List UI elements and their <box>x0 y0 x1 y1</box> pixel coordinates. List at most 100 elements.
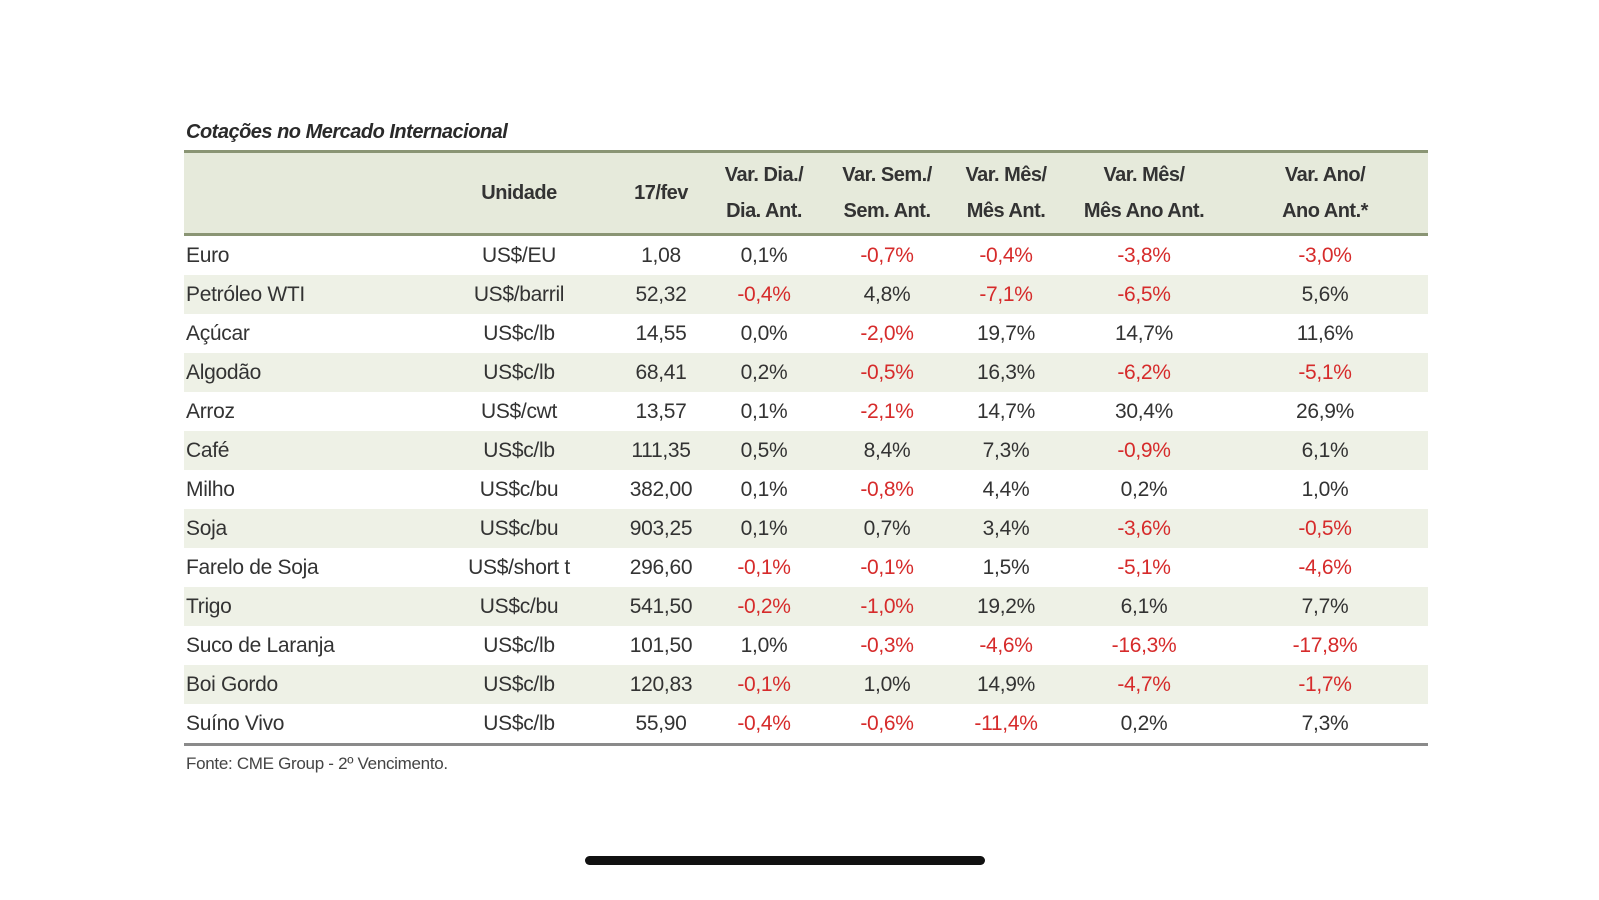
cell-var-day: 0,5% <box>740 438 788 462</box>
table-row: Petróleo WTI US$/barril 52,32 -0,4% 4,8% -7,1… <box>184 275 1428 314</box>
cell-var-month: -11,4% <box>974 711 1038 735</box>
cell-var-day: -0,2% <box>737 594 791 618</box>
cell-var-month-year: -6,2% <box>1117 360 1171 384</box>
table-row: Suco de Laranja US$c/lb 101,50 1,0% -0,3% -4,… <box>184 626 1428 665</box>
cell-unit: US$c/lb <box>483 672 555 696</box>
header-var-week-line2: Sem. Ant. <box>843 200 932 222</box>
table-row: Boi Gordo US$c/lb 120,83 -0,1% 1,0% 14,9% -4,7… <box>184 665 1428 704</box>
header-var-month-year: Var. Mês/ Mês Ano Ant. <box>1066 152 1222 235</box>
cell-price: 120,83 <box>629 672 693 696</box>
cell-var-month: -0,4% <box>979 243 1033 267</box>
cell-var-year: 6,1% <box>1301 438 1349 462</box>
cell-var-day: -0,1% <box>737 555 791 579</box>
cell-price: 52,32 <box>635 282 687 306</box>
cell-var-day: 0,2% <box>740 360 788 384</box>
cell-price: 903,25 <box>629 516 693 540</box>
cell-var-month: 3,4% <box>982 516 1030 540</box>
cell-var-day: 0,1% <box>740 477 788 501</box>
cell-price: 1,08 <box>641 243 681 267</box>
cell-name: Café <box>186 438 230 462</box>
cell-var-month-year: 0,2% <box>1120 477 1168 501</box>
header-var-month: Var. Mês/ Mês Ant. <box>946 152 1066 235</box>
quotes-table: Unidade 17/fev Var. Dia./ Dia. Ant. Var.… <box>184 150 1428 746</box>
header-var-month-line2: Mês Ant. <box>966 200 1046 222</box>
table-row: Farelo de Soja US$/short t 296,60 -0,1% -0,1… <box>184 548 1428 587</box>
cell-price: 14,55 <box>635 321 687 345</box>
home-indicator[interactable] <box>585 856 985 865</box>
header-var-day-line1: Var. Dia./ <box>724 164 804 186</box>
cell-unit: US$c/lb <box>483 633 555 657</box>
cell-unit: US$/cwt <box>480 399 558 423</box>
cell-var-week: -1,0% <box>860 594 914 618</box>
cell-var-year: -1,7% <box>1298 672 1352 696</box>
header-price: 17/fev <box>634 182 688 204</box>
header-var-day-line2: Dia. Ant. <box>726 200 802 222</box>
source-note: Fonte: CME Group - 2º Vencimento. <box>186 754 448 773</box>
cell-var-month: 16,3% <box>976 360 1036 384</box>
table-row: Trigo US$c/bu 541,50 -0,2% -1,0% 19,2% 6,1% 7,7… <box>184 587 1428 626</box>
cell-var-day: 1,0% <box>740 633 788 657</box>
cell-unit: US$/barril <box>473 282 565 306</box>
cell-var-year: 7,7% <box>1301 594 1349 618</box>
cell-var-week: -0,7% <box>860 243 914 267</box>
cell-var-month: 7,3% <box>982 438 1030 462</box>
cell-var-day: -0,4% <box>737 711 791 735</box>
cell-var-day: -0,1% <box>737 672 791 696</box>
cell-name: Euro <box>186 243 230 267</box>
header-var-year-line1: Var. Ano/ <box>1284 164 1366 186</box>
cell-var-month-year: 30,4% <box>1114 399 1174 423</box>
cell-var-year: -17,8% <box>1292 633 1358 657</box>
cell-name: Suíno Vivo <box>186 711 285 735</box>
cell-var-month-year: -4,7% <box>1117 672 1171 696</box>
table-row: Euro US$/EU 1,08 0,1% -0,7% -0,4% -3,8% -3,0% <box>184 235 1428 276</box>
cell-name: Algodão <box>186 360 261 384</box>
cell-unit: US$c/lb <box>483 438 555 462</box>
cell-var-day: 0,1% <box>740 243 788 267</box>
table-row: Suíno Vivo US$c/lb 55,90 -0,4% -0,6% -11,4% 0,… <box>184 704 1428 745</box>
cell-price: 101,50 <box>629 633 693 657</box>
cell-var-month-year: -3,6% <box>1117 516 1171 540</box>
table-body: Euro US$/EU 1,08 0,1% -0,7% -0,4% -3,8% -3,0% P… <box>184 235 1428 745</box>
cell-var-month: 14,7% <box>976 399 1036 423</box>
cell-price: 296,60 <box>629 555 693 579</box>
cell-unit: US$c/lb <box>483 360 555 384</box>
cell-var-week: -0,5% <box>860 360 914 384</box>
cell-var-day: 0,0% <box>740 321 788 345</box>
cell-var-year: 7,3% <box>1301 711 1349 735</box>
cell-var-month-year: -5,1% <box>1117 555 1171 579</box>
table-row: Soja US$c/bu 903,25 0,1% 0,7% 3,4% -3,6% -0,5% <box>184 509 1428 548</box>
cell-price: 111,35 <box>631 438 691 462</box>
cell-var-year: -0,5% <box>1298 516 1352 540</box>
cell-unit: US$/EU <box>481 243 557 267</box>
header-var-month-year-line1: Var. Mês/ <box>1103 164 1185 186</box>
cell-unit: US$c/bu <box>479 516 559 540</box>
cell-var-year: -3,0% <box>1298 243 1352 267</box>
cell-var-year: 1,0% <box>1301 477 1349 501</box>
cell-var-week: -2,0% <box>860 321 914 345</box>
table-title: Cotações no Mercado Internacional <box>186 121 508 143</box>
table-row: Algodão US$c/lb 68,41 0,2% -0,5% 16,3% -6,2% -5… <box>184 353 1428 392</box>
cell-var-day: 0,1% <box>740 516 788 540</box>
cell-unit: US$c/bu <box>479 594 559 618</box>
cell-var-week: -2,1% <box>860 399 914 423</box>
cell-var-week: 8,4% <box>863 438 911 462</box>
header-var-year: Var. Ano/ Ano Ant.* <box>1222 152 1428 235</box>
table-row: Arroz US$/cwt 13,57 0,1% -2,1% 14,7% 30,4% 26,9… <box>184 392 1428 431</box>
cell-var-year: -5,1% <box>1298 360 1352 384</box>
cell-var-week: -0,1% <box>860 555 914 579</box>
cell-var-month-year: 0,2% <box>1120 711 1168 735</box>
cell-price: 68,41 <box>635 360 687 384</box>
cell-price: 13,57 <box>635 399 687 423</box>
cell-var-month-year: -0,9% <box>1117 438 1171 462</box>
table-header: Unidade 17/fev Var. Dia./ Dia. Ant. Var.… <box>184 151 1428 235</box>
cell-name: Açúcar <box>186 321 250 345</box>
cell-unit: US$c/lb <box>483 321 555 345</box>
table-row: Açúcar US$c/lb 14,55 0,0% -2,0% 19,7% 14,7% 11,… <box>184 314 1428 353</box>
cell-var-year: 26,9% <box>1295 399 1355 423</box>
cell-var-month-year: -16,3% <box>1111 633 1177 657</box>
cell-var-month-year: 14,7% <box>1114 321 1174 345</box>
cell-var-week: 4,8% <box>863 282 911 306</box>
table-row: Café US$c/lb 111,35 0,5% 8,4% 7,3% -0,9% 6,1% <box>184 431 1428 470</box>
cell-var-week: -0,3% <box>860 633 914 657</box>
cell-var-year: -4,6% <box>1298 555 1352 579</box>
